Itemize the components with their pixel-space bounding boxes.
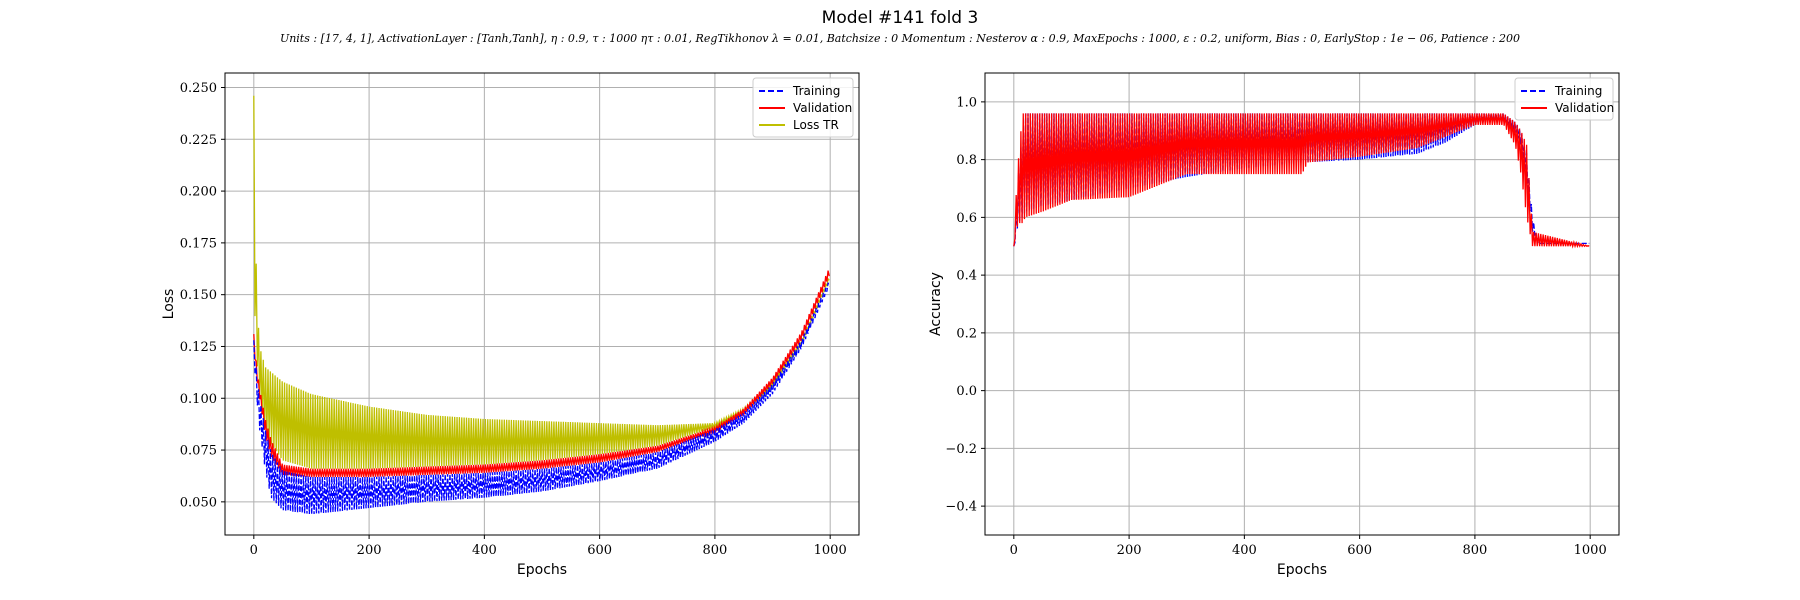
y-tick-label: 0.125 xyxy=(180,340,217,355)
x-tick-label: 200 xyxy=(1117,543,1142,558)
series-group xyxy=(1013,113,1590,249)
y-tick-label: 0.250 xyxy=(180,81,217,96)
x-tick-label: 600 xyxy=(1347,543,1372,558)
legend-box xyxy=(752,77,854,138)
y-tick-label: 0.6 xyxy=(956,211,977,226)
x-tick-label: 0 xyxy=(250,543,258,558)
figure-subtitle: Units : [17, 4, 1], ActivationLayer : [T… xyxy=(280,32,1520,45)
y-tick-label: 0.225 xyxy=(180,133,217,148)
axes-frame xyxy=(984,72,1620,536)
x-tick-label: 600 xyxy=(587,543,612,558)
series-line-loss-tr xyxy=(253,95,830,469)
series-line-training xyxy=(253,282,830,515)
y-axis-label: Loss xyxy=(161,289,177,320)
loss-chart: 0 200 400 600 800 1000 0.050 0.075 0.100 0.125 0.1… xyxy=(161,72,860,578)
y-tick-label: 0.4 xyxy=(956,269,977,284)
legend: Training Validation xyxy=(1514,77,1614,121)
legend-label: Training xyxy=(1554,84,1602,98)
x-tick-label: 800 xyxy=(1462,543,1487,558)
series-group xyxy=(253,95,830,515)
legend-label: Validation xyxy=(1555,101,1614,115)
series-line-validation xyxy=(1013,113,1590,249)
legend-box xyxy=(1514,77,1614,121)
y-tick-label: 0.100 xyxy=(180,392,217,407)
y-tick-label: 0.2 xyxy=(956,326,977,341)
y-tick-label: 0.200 xyxy=(180,185,217,200)
y-tick-label: −0.2 xyxy=(945,442,977,457)
y-tick-label: 0.050 xyxy=(180,495,217,510)
x-tick-label: 200 xyxy=(357,543,382,558)
x-tick-label: 400 xyxy=(472,543,497,558)
legend: Training Validation Loss TR xyxy=(752,77,854,138)
y-tick-label: 0.0 xyxy=(956,384,977,399)
legend-label: Validation xyxy=(793,101,852,115)
series-line-validation xyxy=(253,270,830,478)
accuracy-chart: 0 200 400 600 800 1000 −0.4 −0.2 0.0 0.2 0.4 0.6 0.8… xyxy=(928,72,1620,578)
y-tick-label: 0.150 xyxy=(180,288,217,303)
y-tick-label: 1.0 xyxy=(956,95,977,110)
y-tick-label: −0.4 xyxy=(945,500,977,515)
legend-label: Training xyxy=(792,84,840,98)
grid xyxy=(225,73,859,535)
x-tick-label: 1000 xyxy=(1574,543,1607,558)
legend-label: Loss TR xyxy=(793,118,839,132)
x-axis-label: Epochs xyxy=(1277,562,1327,578)
y-tick-label: 0.175 xyxy=(180,236,217,251)
x-tick-label: 1000 xyxy=(814,543,847,558)
figure-title: Model #141 fold 3 xyxy=(822,8,979,28)
x-tick-label: 800 xyxy=(702,543,727,558)
x-axis-label: Epochs xyxy=(517,562,567,578)
x-tick-label: 0 xyxy=(1010,543,1018,558)
x-tick-label: 400 xyxy=(1232,543,1257,558)
y-tick-label: 0.8 xyxy=(956,153,977,168)
y-axis-label: Accuracy xyxy=(928,272,944,336)
axes-frame xyxy=(224,72,860,536)
y-tick-label: 0.075 xyxy=(180,444,217,459)
